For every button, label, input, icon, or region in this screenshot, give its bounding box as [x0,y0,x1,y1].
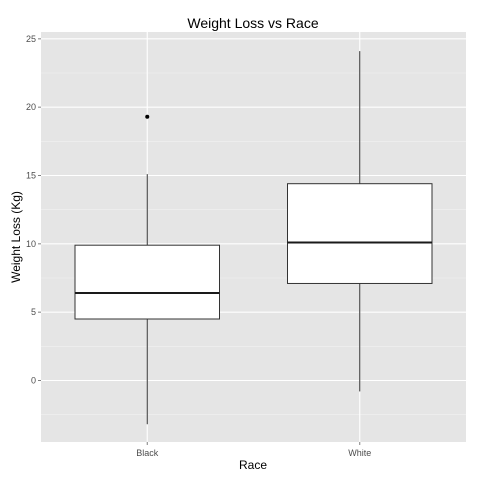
y-tick-label: 15 [26,171,36,181]
y-axis-ticks: 0 5 10 15 20 25 [26,34,41,386]
box-black [74,114,220,425]
x-tick-label: Black [136,448,159,458]
chart-title: Weight Loss vs Race [187,15,318,31]
y-axis-title: Weight Loss (Kg) [9,191,23,283]
iqr-box [74,244,220,320]
y-tick-label: 20 [26,102,36,112]
y-tick-label: 0 [31,376,36,386]
y-tick-label: 10 [26,239,36,249]
outlier-point [145,114,150,119]
x-axis-ticks: Black White [136,442,371,458]
y-tick-label: 5 [31,307,36,317]
box-group [74,51,433,425]
y-tick-label: 25 [26,34,36,44]
box-white [287,51,433,392]
x-axis-title: Race [239,458,267,472]
iqr-box [287,183,433,284]
x-tick-label: White [348,448,371,458]
